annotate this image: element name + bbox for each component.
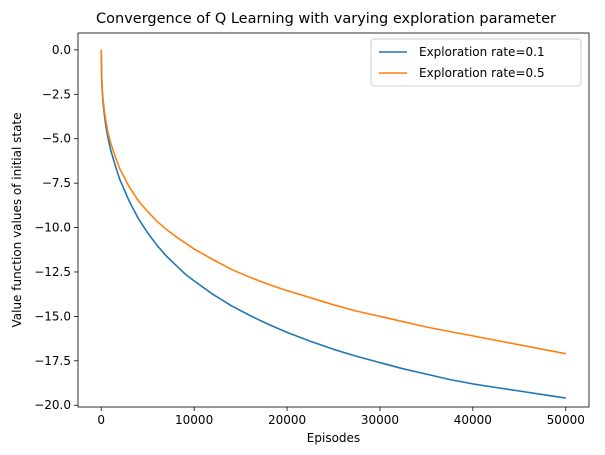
- x-tick-label: 40000: [454, 413, 492, 427]
- plot-frame: [77, 32, 590, 408]
- x-tick-label: 30000: [361, 413, 399, 427]
- y-tick-label: −20.0: [34, 398, 71, 412]
- x-tick-label: 50000: [547, 413, 585, 427]
- x-tick-label: 20000: [268, 413, 306, 427]
- y-tick-label: −17.5: [34, 354, 71, 368]
- legend-label: Exploration rate=0.5: [419, 66, 545, 80]
- y-tick-label: −7.5: [42, 176, 71, 190]
- y-tick-label: 0.0: [52, 43, 71, 57]
- x-tick-label: 0: [97, 413, 105, 427]
- y-tick-label: −12.5: [34, 265, 71, 279]
- series-line-1: [100, 49, 566, 399]
- y-tick-label: −5.0: [42, 132, 71, 146]
- y-tick-label: −2.5: [42, 87, 71, 101]
- legend-label: Exploration rate=0.1: [419, 45, 545, 59]
- legend-box: [370, 38, 582, 87]
- y-tick-label: −10.0: [34, 221, 71, 235]
- y-tick-label: −15.0: [34, 309, 71, 323]
- y-axis-title: Value function values of initial state: [10, 112, 24, 327]
- y-axis: 0.0 −2.5 −5.0 −7.5 −10.0 −12.5 −15.0 −17.5 −20.0: [34, 43, 78, 412]
- plot-area: [100, 49, 566, 399]
- legend: Exploration rate=0.1 Exploration rate=0.5: [370, 38, 582, 87]
- chart-title: Convergence of Q Learning with varying e…: [96, 11, 556, 27]
- x-tick-label: 10000: [175, 413, 213, 427]
- x-axis: 0 10000 20000 30000 40000 50000: [97, 407, 585, 427]
- series-line-2: [100, 49, 566, 355]
- x-axis-title: Episodes: [307, 431, 360, 445]
